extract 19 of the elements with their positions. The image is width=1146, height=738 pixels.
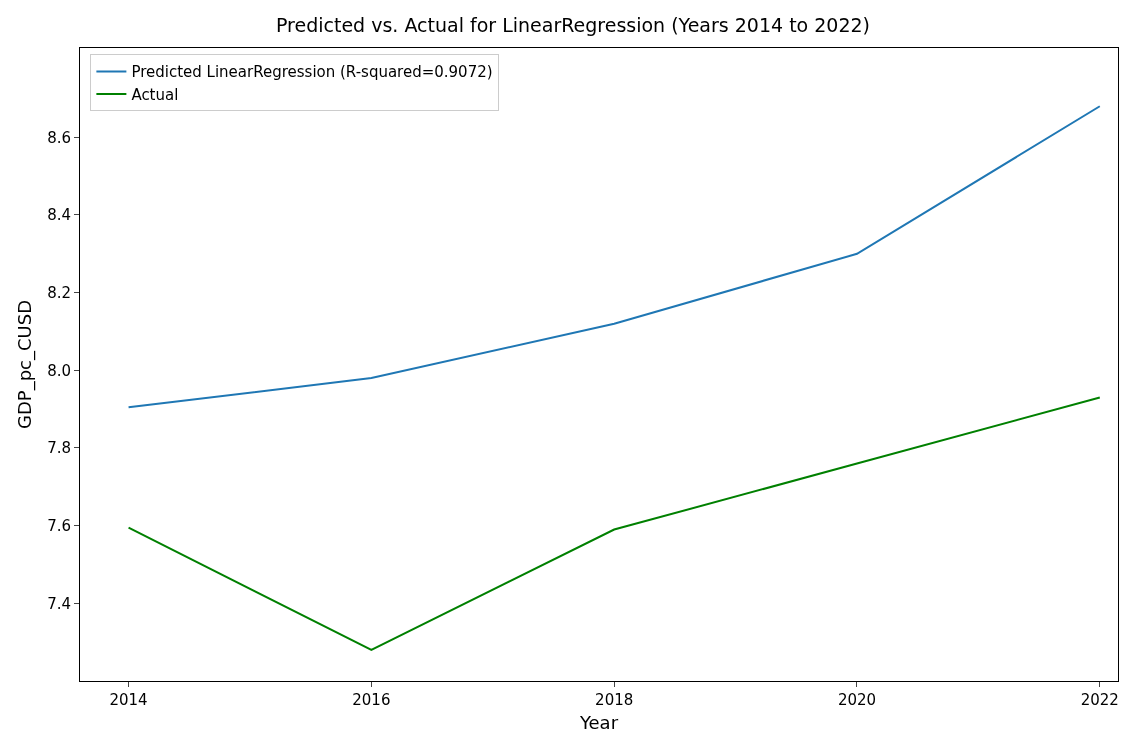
x-tick-label: 2014 <box>109 691 148 709</box>
line-series <box>127 396 1101 651</box>
y-tick-label: 7.8 <box>47 439 71 458</box>
x-tick-label: 2020 <box>837 691 877 709</box>
x-tick-label: 2016 <box>352 691 391 709</box>
x-tick-label: 2018 <box>595 691 634 709</box>
chart-title: Predicted vs. Actual for LinearRegression (Years 2014 to 2022) <box>275 13 871 36</box>
legend-label: Actual <box>131 85 179 104</box>
y-tick-label: 7.4 <box>47 594 71 613</box>
y-tick-label: 8.2 <box>47 283 71 302</box>
x-tick-label: 2022 <box>1080 691 1119 709</box>
y-tick-label: 8.6 <box>47 128 71 147</box>
y-axis-title: GDP_pc_CUSD <box>14 299 37 430</box>
line-series <box>127 105 1101 409</box>
legend-label: Predicted LinearRegression (R-squared=0.9072) <box>131 63 493 82</box>
y-tick-label: 8.0 <box>47 361 71 380</box>
x-axis-title: Year <box>578 712 619 734</box>
y-tick-label: 8.4 <box>47 206 71 225</box>
y-tick-label: 7.6 <box>47 516 71 535</box>
